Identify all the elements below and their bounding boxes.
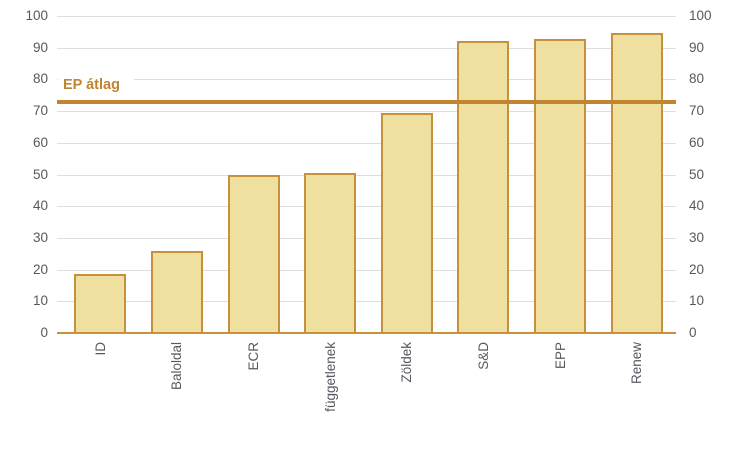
x-axis-category-label: ECR [246,342,262,371]
y-axis-tick-label-right: 40 [689,198,705,214]
bar-renew[interactable] [610,33,663,333]
y-axis-tick-label-left: 70 [32,103,48,119]
bar-baloldal[interactable] [150,250,203,333]
x-axis-category-label: ID [92,342,108,356]
gridline [57,142,676,144]
ep-average-line [57,99,676,104]
y-axis-tick-label-right: 60 [689,134,705,150]
gridline [57,269,676,271]
y-axis-tick-label-left: 0 [40,325,48,340]
y-axis-tick-label-right: 100 [689,8,712,23]
ep-average-label: EP átlag [58,74,134,96]
y-axis-tick-label-left: 30 [32,229,48,245]
x-axis-category-label: Zöldek [399,342,415,383]
gridline [57,79,676,81]
gridline [57,174,676,176]
x-axis-category-label: függetlenek [322,342,338,412]
gridline [57,237,676,239]
bar-f-ggetlenek[interactable] [304,173,357,333]
y-axis-tick-label-left: 100 [25,8,48,23]
y-axis-tick-label-right: 20 [689,261,705,277]
y-axis-tick-label-left: 90 [32,39,48,55]
y-axis-tick-label-right: 80 [689,71,705,87]
y-axis-tick-label-right: 70 [689,103,705,119]
y-axis-tick-label-left: 80 [32,71,48,87]
gridline [57,301,676,303]
y-axis-tick-label-right: 0 [689,325,697,340]
x-axis-category-label: Renew [629,342,645,385]
y-axis-tick-label-left: 10 [32,293,48,309]
bar-ecr[interactable] [227,175,280,333]
gridline [57,16,676,17]
bar-z-ldek[interactable] [380,113,433,333]
y-axis-tick-label-right: 10 [689,293,705,309]
y-axis-tick-label-right: 90 [689,39,705,55]
bar-s-d[interactable] [457,41,510,333]
x-axis-category-label: EPP [552,342,568,370]
y-axis-tick-label-left: 40 [32,198,48,214]
x-axis-category-label: S&D [475,342,491,370]
y-axis-tick-label-left: 60 [32,134,48,150]
x-axis-baseline [57,332,676,334]
x-axis-category-label: Baloldal [169,342,185,391]
bar-epp[interactable] [534,38,587,333]
y-axis-tick-label-right: 50 [689,166,705,182]
bar-id[interactable] [74,274,127,333]
y-axis-tick-label-left: 20 [32,261,48,277]
y-axis-tick-label-left: 50 [32,166,48,182]
y-axis-tick-label-right: 30 [689,229,705,245]
gridline [57,111,676,113]
gridline [57,47,676,49]
gridline [57,206,676,208]
